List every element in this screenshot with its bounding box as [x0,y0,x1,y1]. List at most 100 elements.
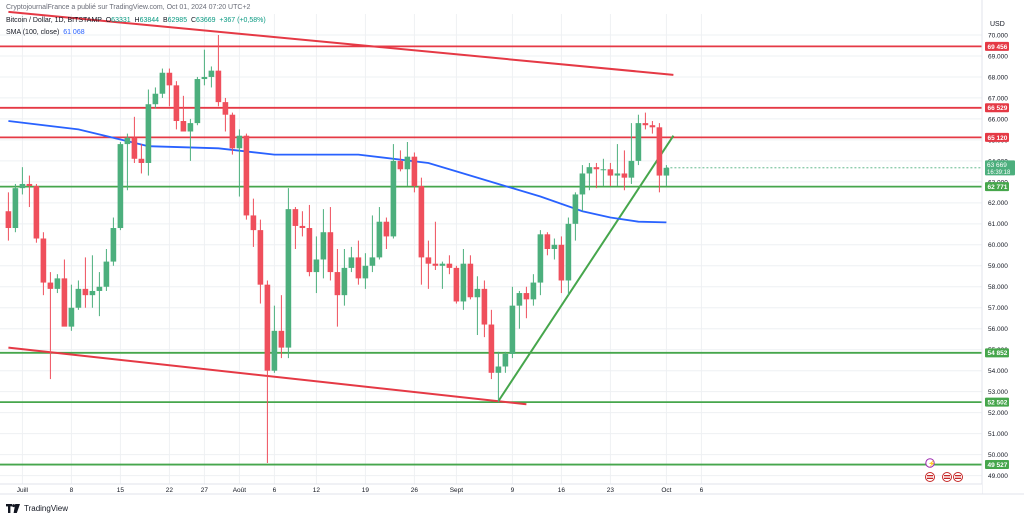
economic-event-flag-icon[interactable] [925,472,935,482]
candle[interactable] [614,173,621,176]
candle[interactable] [299,225,306,229]
candle[interactable] [243,135,250,216]
candle[interactable] [397,160,404,170]
candle[interactable] [544,234,551,249]
candle[interactable] [271,330,278,371]
candle[interactable] [537,234,544,283]
candle[interactable] [75,288,82,308]
candle[interactable] [404,156,411,170]
candle[interactable] [376,221,383,258]
candle[interactable] [201,76,208,80]
candle[interactable] [250,215,257,231]
candle[interactable] [327,232,334,273]
candle[interactable] [383,221,390,237]
candle[interactable] [628,160,635,178]
candle[interactable] [439,263,446,266]
candle[interactable] [180,121,187,132]
economic-event-flag-icon[interactable] [953,472,963,482]
candle[interactable] [145,104,152,163]
candle[interactable] [509,305,516,354]
candle[interactable] [103,261,110,287]
candle[interactable] [565,223,572,281]
candle[interactable] [572,194,579,224]
candle[interactable] [656,127,663,176]
candle[interactable] [320,232,327,260]
candle[interactable] [453,267,460,302]
candle[interactable] [481,288,488,325]
candle[interactable] [467,263,474,298]
candle[interactable] [502,353,509,367]
candle[interactable] [600,169,607,171]
candle[interactable] [19,183,26,189]
candle[interactable] [341,267,348,296]
candle[interactable] [642,123,649,126]
candle[interactable] [306,228,313,273]
event-lightning-icon[interactable] [925,458,935,468]
candle[interactable] [215,70,222,103]
candle[interactable] [138,158,145,163]
candle[interactable] [446,263,453,268]
candle[interactable] [523,293,530,300]
trendline[interactable] [8,10,674,76]
candle[interactable] [558,244,565,281]
trendline[interactable] [497,135,675,402]
candle[interactable] [152,93,159,105]
candle[interactable] [432,263,439,266]
candle[interactable] [89,290,96,296]
candle[interactable] [68,307,75,327]
candle[interactable] [166,72,173,86]
candle[interactable] [54,278,61,289]
candle[interactable] [124,137,131,145]
indicator-line[interactable]: SMA (100, close) 61 068 [6,29,85,36]
candle[interactable] [488,324,495,373]
candle[interactable] [159,72,166,94]
candle[interactable] [390,160,397,237]
candle[interactable] [635,123,642,161]
candle[interactable] [110,228,117,262]
candle[interactable] [229,114,236,149]
candle[interactable] [12,188,19,229]
candle[interactable] [551,244,558,249]
candle[interactable] [369,257,376,266]
candle[interactable] [495,366,502,373]
candle[interactable] [586,167,593,174]
candle[interactable] [579,173,586,195]
candle[interactable] [593,167,600,170]
tradingview-brand[interactable]: TradingView [6,504,68,513]
symbol-name[interactable]: Bitcoin / Dollar, 1D, BITSTAMP [6,17,102,24]
candle[interactable] [355,257,362,279]
candle[interactable] [40,238,47,283]
price-axis[interactable] [982,0,1024,494]
candle[interactable] [334,272,341,296]
candle[interactable] [96,286,103,291]
candle[interactable] [292,209,299,226]
candle[interactable] [362,265,369,279]
candle[interactable] [348,257,355,268]
candle[interactable] [187,123,194,132]
candle[interactable] [257,230,264,285]
candle[interactable] [208,70,215,77]
candle[interactable] [313,259,320,273]
candle[interactable] [222,102,229,115]
candle[interactable] [236,135,243,149]
candle[interactable] [33,186,40,239]
candle[interactable] [278,330,285,348]
candle[interactable] [82,288,89,296]
candle[interactable] [47,282,54,289]
candle[interactable] [649,125,656,128]
candle[interactable] [607,169,614,176]
candle[interactable] [425,257,432,264]
candle[interactable] [194,79,201,124]
economic-event-flag-icon[interactable] [942,472,952,482]
candle[interactable] [117,144,124,229]
candle[interactable] [418,186,425,258]
candle[interactable] [264,284,271,371]
candle[interactable] [173,85,180,122]
candle[interactable] [516,293,523,306]
candle[interactable] [663,167,670,176]
candle[interactable] [621,173,628,178]
candle[interactable] [131,137,138,159]
time-axis[interactable] [0,484,982,494]
candle[interactable] [285,209,292,348]
